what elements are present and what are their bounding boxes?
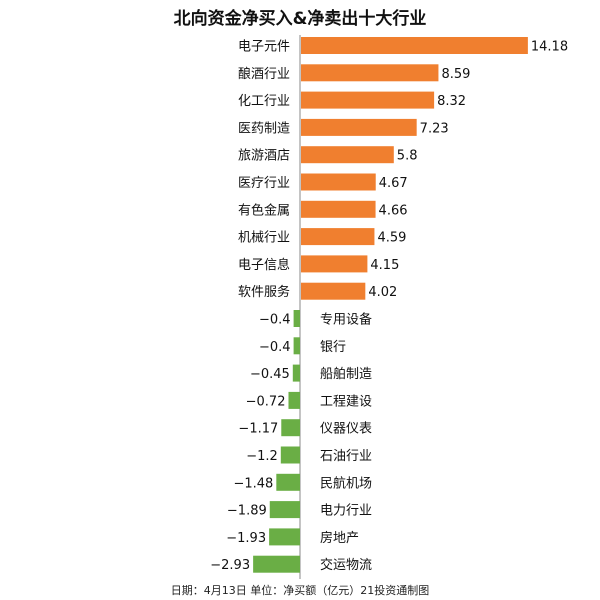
category-label: 专用设备: [320, 312, 372, 328]
bar-1: [301, 37, 528, 54]
category-label: 银行: [320, 340, 346, 355]
category-label: 化工行业: [238, 94, 290, 109]
category-label: 仪器仪表: [320, 422, 372, 437]
category-label: 酿酒行业: [238, 66, 290, 82]
value-label: 4.59: [377, 231, 406, 246]
bar-14: [288, 391, 300, 409]
chart-footnote: 日期：4月13日 单位：净买额（亿元）21投资通制图: [170, 584, 430, 597]
value-label: 4.66: [379, 203, 408, 218]
category-label: 医药制造: [238, 121, 290, 136]
bar-3: [301, 91, 435, 109]
value-label: −2.93: [210, 558, 250, 573]
bar-7: [301, 200, 376, 218]
category-label: 房地产: [320, 530, 359, 546]
bar-16: [280, 446, 300, 464]
value-label: −0.4: [259, 313, 291, 328]
value-label: 4.15: [370, 258, 399, 273]
bar-15: [281, 419, 300, 437]
bar-19: [269, 528, 300, 546]
chart-title: 北向资金净买入&净卖出十大行业: [173, 9, 427, 29]
bar-5: [301, 146, 394, 164]
bar-6: [301, 173, 376, 191]
bar-17: [276, 473, 300, 491]
bar-11: [293, 310, 300, 327]
category-label: 电力行业: [320, 504, 372, 519]
bar-8: [301, 228, 375, 246]
category-label: 机械行业: [238, 231, 290, 246]
bar-2: [301, 64, 439, 82]
category-label: 交运物流: [320, 557, 372, 573]
value-label: −1.2: [246, 449, 278, 464]
value-label: −1.89: [227, 504, 267, 519]
category-label: 旅游酒店: [238, 149, 290, 164]
value-label: 4.02: [368, 285, 397, 300]
bar-4: [301, 118, 417, 136]
value-label: −0.45: [250, 367, 290, 382]
value-label: −0.4: [259, 340, 291, 355]
value-label: 8.32: [437, 94, 466, 109]
value-label: 5.8: [397, 149, 418, 164]
bar-13: [292, 364, 300, 382]
value-label: 14.18: [531, 40, 568, 55]
bar-9: [301, 255, 368, 273]
category-label: 有色金属: [238, 202, 290, 218]
category-label: 石油行业: [320, 449, 372, 464]
category-label: 工程建设: [320, 394, 372, 409]
category-label: 电子信息: [238, 257, 290, 273]
value-label: 8.59: [441, 67, 470, 82]
value-label: 7.23: [420, 121, 449, 136]
category-label: 民航机场: [320, 475, 372, 491]
value-label: −0.72: [246, 394, 286, 409]
value-label: 4.67: [379, 176, 408, 191]
bar-10: [301, 282, 366, 300]
category-label: 电子元件: [238, 40, 290, 55]
bar-18: [269, 501, 300, 519]
value-label: −1.48: [233, 476, 273, 491]
bar-12: [293, 337, 300, 355]
category-label: 医疗行业: [238, 176, 290, 191]
bar-20: [253, 555, 300, 573]
category-label: 船舶制造: [320, 366, 372, 382]
value-label: −1.93: [226, 531, 266, 546]
category-label: 软件服务: [238, 284, 290, 300]
value-label: −1.17: [238, 422, 278, 437]
